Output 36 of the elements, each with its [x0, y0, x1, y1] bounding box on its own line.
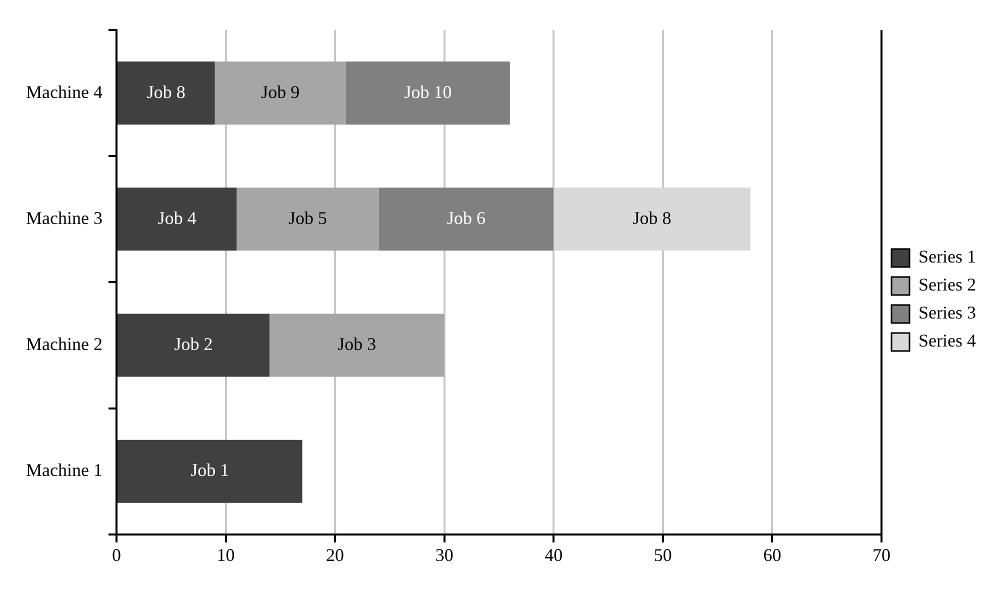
- x-tick-label: 50: [654, 544, 672, 565]
- data-label: Job 4: [158, 208, 196, 228]
- bar: [236, 188, 379, 251]
- y-tick-label: Machine 3: [26, 208, 102, 228]
- y-tick-label: Machine 4: [26, 82, 102, 102]
- bar: [117, 440, 302, 503]
- x-tick-label: 10: [216, 544, 235, 565]
- bar: [117, 62, 215, 125]
- data-label: Job 10: [404, 82, 452, 102]
- bar: [554, 188, 750, 251]
- bar: [214, 62, 346, 125]
- x-tick-label: 30: [435, 544, 454, 565]
- x-tick-label: 70: [872, 544, 891, 565]
- data-label: Job 8: [146, 82, 186, 102]
- y-tick-label: Machine 2: [26, 334, 102, 354]
- bar: [269, 314, 444, 377]
- data-label: Job 2: [174, 334, 213, 354]
- bar: [346, 62, 510, 125]
- bar: [117, 314, 270, 377]
- data-label: Job 3: [338, 334, 376, 354]
- x-tick-label: 0: [112, 544, 121, 565]
- x-tick-label: 40: [544, 544, 563, 565]
- data-label: Job 6: [446, 208, 486, 228]
- bar: [378, 188, 554, 251]
- x-tick-label: 20: [326, 544, 344, 565]
- x-tick-label: 60: [763, 544, 782, 565]
- data-label: Job 1: [190, 460, 230, 480]
- bar: [117, 188, 237, 251]
- data-label: Job 5: [288, 208, 327, 228]
- legend-label: Series 2: [918, 274, 976, 295]
- legend-label: Series 3: [918, 302, 976, 323]
- data-label: Job 9: [261, 82, 300, 102]
- legend-label: Series 1: [918, 246, 976, 267]
- y-tick-label: Machine 1: [26, 460, 102, 480]
- data-label: Job 8: [632, 208, 672, 228]
- legend-label: Series 4: [918, 330, 976, 351]
